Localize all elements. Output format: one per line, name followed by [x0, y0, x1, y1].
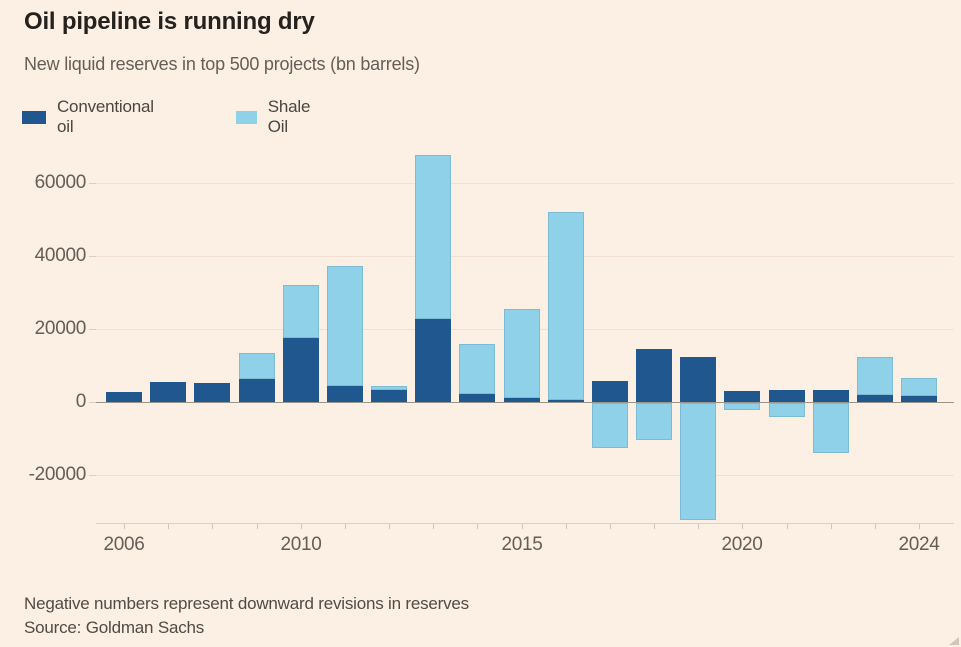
bar-shale-2012: [371, 386, 407, 390]
gridline-40000: [96, 256, 954, 257]
bar-conventional-2021: [769, 390, 805, 402]
bar-conventional-2014: [459, 394, 495, 402]
x-tick-2020: [742, 524, 743, 529]
bar-conventional-2019: [680, 357, 716, 402]
x-tick-2011: [345, 524, 346, 529]
y-tick-20000: [89, 329, 96, 330]
bar-conventional-2012: [371, 390, 407, 402]
y-axis-label-60000: 60000: [34, 172, 87, 193]
x-tick-2023: [875, 524, 876, 529]
bar-shale-2009: [239, 353, 275, 379]
bar-conventional-2013: [415, 319, 451, 402]
bar-shale-2016: [548, 212, 584, 400]
x-tick-2008: [212, 524, 213, 529]
x-tick-2013: [433, 524, 434, 529]
bar-conventional-2015: [504, 398, 540, 402]
bar-shale-2017: [592, 403, 628, 448]
x-tick-2022: [831, 524, 832, 529]
plot-area: [89, 148, 954, 529]
legend-swatch-conventional-icon: [22, 110, 46, 124]
y-tick-40000: [89, 256, 96, 257]
bar-shale-2010: [283, 285, 319, 338]
bar-shale-2023: [857, 357, 893, 395]
x-tick-2014: [477, 524, 478, 529]
bar-conventional-2016: [548, 400, 584, 402]
x-tick-2007: [168, 524, 169, 529]
legend-item-shale: Shale Oil: [236, 97, 317, 137]
x-tick-2009: [257, 524, 258, 529]
y-tick--20000: [89, 475, 96, 476]
gridline-60000: [96, 183, 954, 184]
bar-conventional-2023: [857, 395, 893, 402]
y-axis-label-40000: 40000: [34, 245, 87, 266]
y-axis-label-0: 0: [75, 391, 87, 412]
y-axis-label-20000: 20000: [34, 318, 87, 339]
bar-shale-2018: [636, 403, 672, 440]
y-tick-0: [89, 402, 96, 403]
x-tick-2010: [301, 524, 302, 529]
legend-label-conventional: Conventional oil: [56, 97, 154, 136]
bar-conventional-2010: [283, 338, 319, 402]
x-tick-2012: [389, 524, 390, 529]
x-tick-2015: [522, 524, 523, 529]
bar-shale-2022: [813, 403, 849, 453]
x-axis-label-2006: 2006: [103, 534, 145, 555]
x-tick-2019: [698, 524, 699, 529]
x-tick-2021: [787, 524, 788, 529]
legend-item-conventional: Conventional oil: [22, 97, 158, 137]
gridline--20000: [96, 475, 954, 476]
bar-conventional-2024: [901, 396, 937, 402]
x-tick-2006: [124, 524, 125, 529]
bar-shale-2020: [724, 403, 760, 410]
bar-conventional-2011: [327, 386, 363, 402]
bar-shale-2014: [459, 344, 495, 394]
x-tick-2016: [566, 524, 567, 529]
y-tick-60000: [89, 183, 96, 184]
bar-conventional-2006: [106, 392, 142, 402]
x-axis-label-2010: 2010: [280, 534, 322, 555]
legend-label-shale: Shale Oil: [267, 97, 311, 136]
bar-conventional-2008: [194, 383, 230, 402]
x-tick-2024: [919, 524, 920, 529]
bar-conventional-2018: [636, 349, 672, 402]
footnote: Negative numbers represent downward revi…: [24, 594, 469, 613]
bar-conventional-2020: [724, 391, 760, 402]
x-axis-label-2024: 2024: [898, 534, 940, 555]
x-tick-2018: [654, 524, 655, 529]
zero-line: [96, 402, 954, 403]
bar-shale-2024: [901, 378, 937, 396]
x-tick-2017: [610, 524, 611, 529]
bar-conventional-2017: [592, 381, 628, 402]
bar-shale-2011: [327, 266, 363, 386]
bar-shale-2015: [504, 309, 540, 398]
resize-handle-icon: [949, 637, 959, 645]
bar-shale-2021: [769, 403, 805, 417]
legend-swatch-shale-icon: [236, 110, 257, 124]
bar-conventional-2007: [150, 382, 186, 402]
chart-title: Oil pipeline is running dry: [24, 8, 315, 35]
x-axis-label-2015: 2015: [501, 534, 543, 555]
bar-shale-2019: [680, 403, 716, 520]
source-line: Source: Goldman Sachs: [24, 618, 205, 637]
bar-shale-2013: [415, 155, 451, 319]
chart-subtitle: New liquid reserves in top 500 projects …: [24, 54, 420, 74]
bar-conventional-2009: [239, 379, 275, 402]
x-axis-label-2020: 2020: [721, 534, 763, 555]
y-axis-label--20000: -20000: [28, 464, 87, 485]
bar-conventional-2022: [813, 390, 849, 402]
